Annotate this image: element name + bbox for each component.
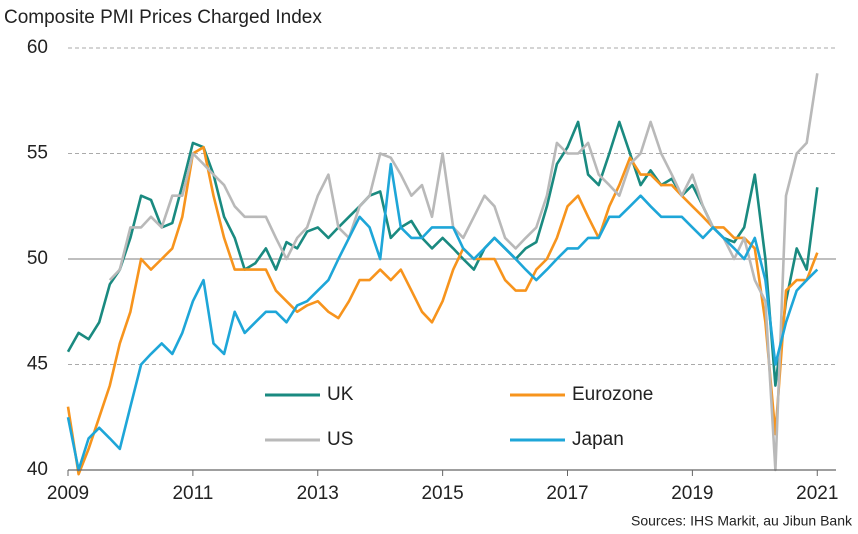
x-tick-label: 2019: [671, 483, 713, 504]
x-tick-label: 2021: [796, 483, 838, 504]
x-tick-label: 2015: [421, 483, 463, 504]
series-line: [108, 73, 819, 472]
x-tick-label: 2017: [546, 483, 588, 504]
legend-label: UK: [327, 384, 354, 405]
y-tick-label: 50: [27, 248, 48, 269]
series-line: [66, 120, 819, 387]
legend-label: US: [327, 429, 353, 450]
y-tick-label: 55: [27, 143, 48, 164]
chart-title: Composite PMI Prices Charged Index: [4, 7, 322, 28]
x-tick-label: 2013: [297, 483, 339, 504]
legend-label: Japan: [572, 429, 624, 450]
y-tick-label: 40: [27, 459, 48, 480]
source-note: Sources: IHS Markit, au Jibun Bank: [631, 513, 853, 529]
legend-label: Eurozone: [572, 384, 653, 405]
series-line: [66, 162, 819, 472]
x-tick-label: 2009: [47, 483, 89, 504]
y-tick-label: 60: [27, 37, 48, 58]
y-tick-label: 45: [27, 354, 48, 375]
x-tick-label: 2011: [172, 483, 213, 504]
